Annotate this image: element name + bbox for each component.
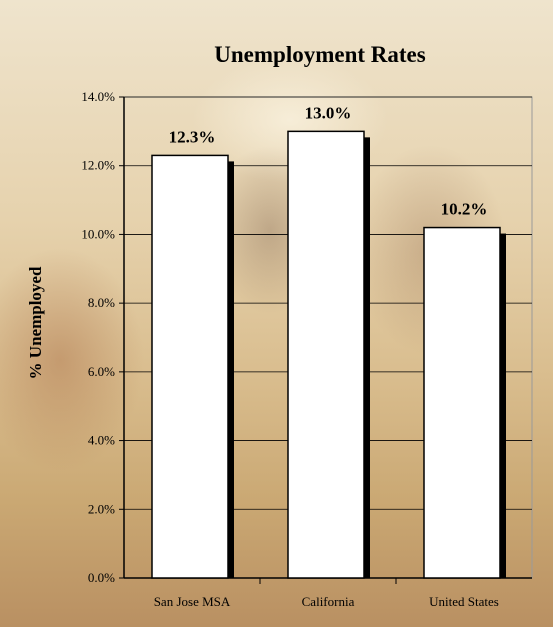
bar-value-label: 10.2% <box>441 200 488 219</box>
y-tick-label: 4.0% <box>88 433 115 448</box>
y-tick-label: 8.0% <box>88 295 115 310</box>
y-tick-label: 0.0% <box>88 570 115 585</box>
y-axis-label: % Unemployed <box>26 266 45 379</box>
bar-value-label: 13.0% <box>305 103 352 122</box>
y-tick-label: 14.0% <box>81 89 115 104</box>
chart-title: Unemployment Rates <box>214 42 425 67</box>
bar <box>151 154 229 579</box>
x-tick-label: United States <box>429 594 499 609</box>
y-tick-label: 12.0% <box>81 158 115 173</box>
y-tick-label: 2.0% <box>88 501 115 516</box>
x-tick-label: San Jose MSA <box>154 594 231 609</box>
bar-value-label: 12.3% <box>169 127 216 146</box>
plot-area: 0.0% 2.0% 4.0% 6.0% 8.0% 10.0% 12.0% 14.0% 12.3%… <box>81 89 533 609</box>
y-tick-label: 6.0% <box>88 364 115 379</box>
y-tick-label: 10.0% <box>81 226 115 241</box>
bar <box>287 130 365 579</box>
x-tick-label: California <box>302 594 355 609</box>
bar <box>423 226 501 579</box>
